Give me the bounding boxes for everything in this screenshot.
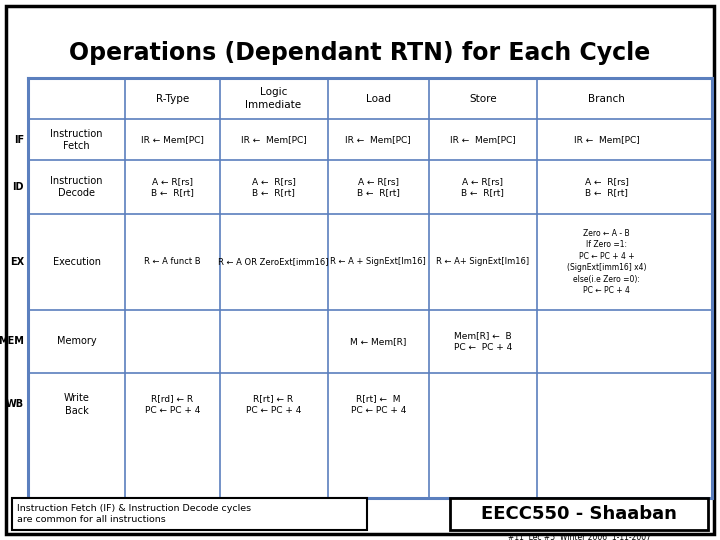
Text: EX: EX [10,257,24,267]
Text: IR ←  Mem[PC]: IR ← Mem[PC] [574,135,639,144]
Text: R ← A+ SignExt[Im16]: R ← A+ SignExt[Im16] [436,258,529,266]
Text: R[rt] ←  M
PC ← PC + 4: R[rt] ← M PC ← PC + 4 [351,394,406,415]
Text: A ←  R[rs]
B ←  R[rt]: A ← R[rs] B ← R[rt] [585,177,629,198]
Text: Load: Load [366,93,391,104]
Text: IR ←  Mem[PC]: IR ← Mem[PC] [240,135,307,144]
Text: A ←  R[rs]
B ←  R[rt]: A ← R[rs] B ← R[rt] [251,177,295,198]
Text: Instruction Fetch (IF) & Instruction Decode cycles
are common for all instructio: Instruction Fetch (IF) & Instruction Dec… [17,504,251,524]
Text: R-Type: R-Type [156,93,189,104]
Text: IF: IF [14,135,24,145]
Text: ID: ID [12,182,24,192]
Text: Write
Back: Write Back [63,393,89,416]
Text: IR ← Mem[PC]: IR ← Mem[PC] [141,135,204,144]
Text: Zero ← A - B
If Zero =1:
PC ← PC + 4 +
(SignExt[imm16] x4)
else(i.e Zero =0):
PC: Zero ← A - B If Zero =1: PC ← PC + 4 + (… [567,229,647,295]
Text: A ← R[rs]
B ←  R[rt]: A ← R[rs] B ← R[rt] [151,177,194,198]
Text: R[rd] ← R
PC ← PC + 4: R[rd] ← R PC ← PC + 4 [145,394,200,415]
Text: Memory: Memory [57,336,96,346]
Bar [450,498,708,530]
Text: IR ←  Mem[PC]: IR ← Mem[PC] [346,135,411,144]
Text: A ← R[rs]
B ←  R[rt]: A ← R[rs] B ← R[rt] [357,177,400,198]
Text: Execution: Execution [53,257,101,267]
Text: Operations (Dependant RTN) for Each Cycle: Operations (Dependant RTN) for Each Cycl… [69,41,651,65]
Text: Instruction
Fetch: Instruction Fetch [50,129,103,151]
Text: Store: Store [469,93,497,104]
Text: Logic
Immediate: Logic Immediate [246,87,302,110]
Text: R ← A OR ZeroExt[imm16]: R ← A OR ZeroExt[imm16] [218,258,329,266]
Text: EECC550 - Shaaban: EECC550 - Shaaban [481,505,677,523]
Bar [12,498,367,530]
Text: R[rt] ← R
PC ← PC + 4: R[rt] ← R PC ← PC + 4 [246,394,301,415]
Text: #11  Lec #5  Winter 2006  1-11-2007: #11 Lec #5 Winter 2006 1-11-2007 [508,533,650,540]
Text: Branch: Branch [588,93,625,104]
Text: MEM: MEM [0,336,24,346]
Text: M ← Mem[R]: M ← Mem[R] [350,337,406,346]
Text: Instruction
Decode: Instruction Decode [50,176,103,198]
Text: R ← A + SignExt[Im16]: R ← A + SignExt[Im16] [330,258,426,266]
Text: WB: WB [6,400,24,409]
Text: Mem[R] ←  B
PC ←  PC + 4: Mem[R] ← B PC ← PC + 4 [454,331,512,352]
Text: A ← R[rs]
B ←  R[rt]: A ← R[rs] B ← R[rt] [462,177,504,198]
Text: R ← A funct B: R ← A funct B [144,258,201,266]
Text: IR ←  Mem[PC]: IR ← Mem[PC] [450,135,516,144]
